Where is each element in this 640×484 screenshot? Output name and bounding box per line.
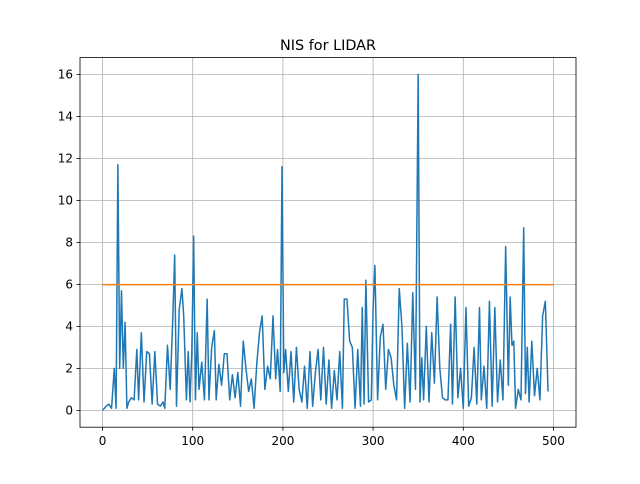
y-tick-label: 12 bbox=[58, 151, 73, 165]
plot-frame bbox=[79, 57, 577, 428]
y-tick-label: 6 bbox=[65, 277, 73, 291]
y-tick-label: 4 bbox=[65, 319, 73, 333]
x-tick-label: 300 bbox=[362, 434, 385, 448]
y-tick-label: 0 bbox=[65, 403, 73, 417]
y-tick-label: 16 bbox=[58, 67, 73, 81]
y-tick-label: 10 bbox=[58, 193, 73, 207]
y-tick-label: 2 bbox=[65, 361, 73, 375]
x-tick-label: 500 bbox=[542, 434, 565, 448]
x-tick-label: 400 bbox=[452, 434, 475, 448]
y-tick-label: 14 bbox=[58, 109, 73, 123]
x-tick-label: 0 bbox=[99, 434, 107, 448]
data-line bbox=[101, 73, 549, 411]
x-tick-label: 100 bbox=[181, 434, 204, 448]
x-tick-label: 200 bbox=[271, 434, 294, 448]
chart-title: NIS for LIDAR bbox=[280, 38, 376, 54]
y-tick-label: 8 bbox=[65, 235, 73, 249]
